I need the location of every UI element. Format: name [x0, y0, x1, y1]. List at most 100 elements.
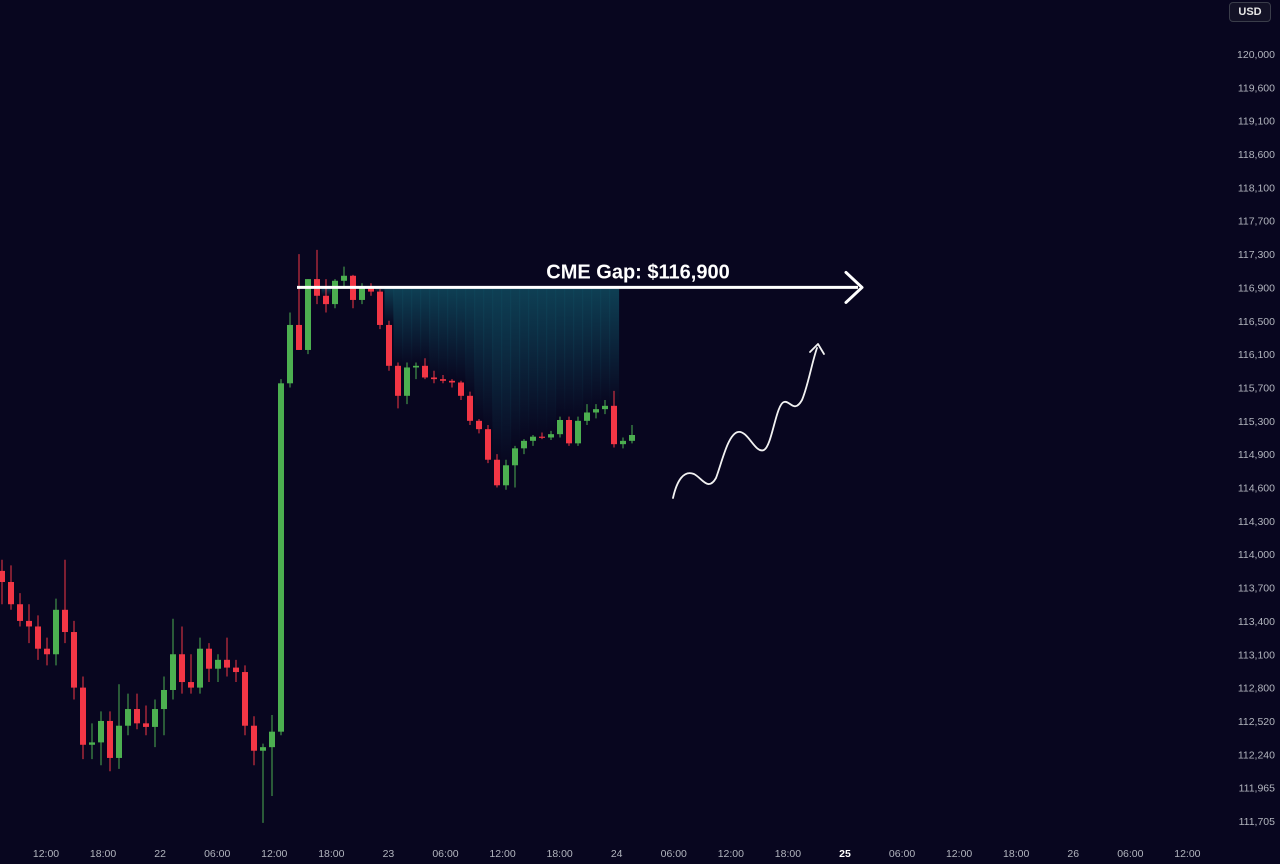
- gap-shading-column: [474, 287, 485, 421]
- candle-body: [260, 747, 266, 751]
- candle[interactable]: [386, 320, 392, 371]
- candle[interactable]: [134, 693, 140, 730]
- candle[interactable]: [458, 380, 464, 400]
- candle[interactable]: [260, 743, 266, 823]
- candle[interactable]: [467, 391, 473, 425]
- candle[interactable]: [269, 715, 275, 796]
- candle[interactable]: [188, 654, 194, 694]
- candle[interactable]: [521, 439, 527, 455]
- candle[interactable]: [26, 604, 32, 644]
- candle[interactable]: [0, 559, 5, 605]
- candle-body: [476, 420, 482, 430]
- candle[interactable]: [395, 362, 401, 409]
- candle[interactable]: [620, 437, 626, 449]
- price-tick-label: 114,000: [1238, 549, 1275, 561]
- candle[interactable]: [287, 312, 293, 388]
- candle[interactable]: [332, 279, 338, 309]
- candle[interactable]: [143, 705, 149, 736]
- candle[interactable]: [476, 419, 482, 434]
- candle[interactable]: [215, 654, 221, 683]
- time-tick-label: 22: [154, 848, 166, 859]
- candle[interactable]: [539, 432, 545, 440]
- candle[interactable]: [107, 711, 113, 772]
- candle[interactable]: [179, 626, 185, 694]
- candle[interactable]: [89, 723, 95, 760]
- candle[interactable]: [512, 445, 518, 488]
- candle[interactable]: [206, 643, 212, 683]
- candle-body: [179, 654, 185, 683]
- gap-shading-column: [492, 287, 503, 460]
- candle[interactable]: [440, 374, 446, 384]
- candle[interactable]: [8, 565, 14, 610]
- candle[interactable]: [431, 370, 437, 384]
- candle[interactable]: [71, 620, 77, 700]
- candle[interactable]: [233, 659, 239, 683]
- candle[interactable]: [44, 637, 50, 666]
- candle[interactable]: [314, 249, 320, 305]
- candle[interactable]: [278, 379, 284, 736]
- candle[interactable]: [503, 459, 509, 490]
- candle[interactable]: [296, 254, 302, 350]
- candle[interactable]: [152, 699, 158, 748]
- candle[interactable]: [404, 362, 410, 405]
- candle[interactable]: [593, 404, 599, 419]
- candle[interactable]: [584, 404, 590, 425]
- candle[interactable]: [62, 559, 68, 644]
- candle-body: [89, 742, 95, 745]
- candle-body: [602, 405, 608, 410]
- candle[interactable]: [377, 289, 383, 330]
- gap-shading-column: [519, 287, 530, 441]
- currency-selector-button[interactable]: USD: [1229, 2, 1271, 22]
- candle[interactable]: [17, 593, 23, 627]
- candle[interactable]: [575, 416, 581, 446]
- candle-body: [152, 709, 158, 727]
- candle[interactable]: [422, 358, 428, 380]
- candle[interactable]: [251, 716, 257, 766]
- candle[interactable]: [449, 379, 455, 388]
- time-axis[interactable]: 12:00 18:00 22 06:00 12:00 18:00 23 06:00 12:00 1…: [33, 848, 1201, 860]
- candle[interactable]: [53, 598, 59, 666]
- candle-body: [143, 723, 149, 727]
- candle[interactable]: [557, 416, 563, 438]
- candle-body: [71, 632, 77, 688]
- candle[interactable]: [368, 283, 374, 296]
- candle[interactable]: [125, 693, 131, 736]
- candle[interactable]: [530, 434, 536, 446]
- candle[interactable]: [323, 279, 329, 313]
- candle[interactable]: [602, 399, 608, 415]
- candle-body: [44, 648, 50, 655]
- time-tick-label: 18:00: [546, 848, 572, 859]
- candle[interactable]: [305, 279, 311, 355]
- candle[interactable]: [224, 637, 230, 677]
- candle-body: [413, 365, 419, 368]
- candle-body: [80, 687, 86, 745]
- gap-shading-column: [429, 287, 440, 378]
- candle[interactable]: [413, 362, 419, 380]
- candle-body: [197, 648, 203, 688]
- candle[interactable]: [116, 684, 122, 769]
- candle[interactable]: [341, 266, 347, 288]
- gap-shading-column: [411, 287, 422, 366]
- candle[interactable]: [566, 416, 572, 446]
- candle[interactable]: [35, 615, 41, 660]
- candle[interactable]: [548, 430, 554, 441]
- candle[interactable]: [80, 676, 86, 760]
- candle[interactable]: [629, 424, 635, 444]
- candle[interactable]: [350, 274, 356, 309]
- candle[interactable]: [242, 665, 248, 736]
- candle-body: [26, 620, 32, 627]
- candle[interactable]: [197, 637, 203, 694]
- candle[interactable]: [161, 676, 167, 736]
- candle[interactable]: [98, 711, 104, 766]
- candle-body: [530, 436, 536, 441]
- price-axis[interactable]: 120,000 119,600 119,100 118,600 118,100 117,7…: [1237, 49, 1275, 828]
- time-tick-label: 06:00: [889, 848, 915, 859]
- candle[interactable]: [170, 618, 176, 700]
- candle[interactable]: [611, 390, 617, 448]
- candle[interactable]: [485, 424, 491, 464]
- price-tick-label: 113,400: [1238, 616, 1275, 628]
- candle-body: [170, 654, 176, 690]
- candle[interactable]: [494, 454, 500, 488]
